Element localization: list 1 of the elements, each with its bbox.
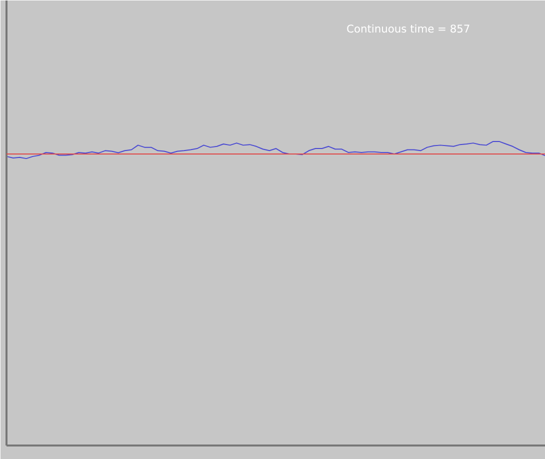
text: Continuous time = 857 [346, 22, 470, 36]
